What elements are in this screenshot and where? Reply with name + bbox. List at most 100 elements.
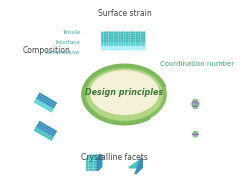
Circle shape — [98, 163, 99, 164]
Circle shape — [141, 167, 142, 168]
Circle shape — [42, 98, 43, 99]
Circle shape — [114, 34, 115, 35]
Circle shape — [97, 164, 98, 165]
Circle shape — [97, 161, 98, 163]
Circle shape — [109, 32, 110, 33]
Circle shape — [39, 103, 40, 105]
Circle shape — [119, 34, 120, 35]
Circle shape — [143, 42, 145, 44]
Circle shape — [97, 161, 98, 163]
Circle shape — [86, 158, 88, 160]
Circle shape — [195, 105, 196, 107]
Circle shape — [129, 32, 130, 33]
Circle shape — [143, 44, 145, 46]
Circle shape — [138, 160, 140, 162]
Circle shape — [112, 38, 113, 40]
Circle shape — [122, 40, 123, 42]
Circle shape — [44, 132, 45, 133]
Circle shape — [126, 32, 127, 33]
Circle shape — [112, 46, 113, 48]
Circle shape — [53, 106, 54, 108]
Ellipse shape — [83, 65, 166, 124]
Circle shape — [48, 106, 49, 107]
Circle shape — [48, 134, 49, 136]
Circle shape — [91, 157, 92, 158]
Circle shape — [143, 34, 145, 35]
Circle shape — [192, 133, 194, 135]
Circle shape — [49, 104, 50, 105]
Circle shape — [129, 38, 130, 40]
Circle shape — [109, 40, 110, 42]
Circle shape — [129, 40, 130, 42]
Circle shape — [195, 133, 196, 135]
Circle shape — [94, 166, 96, 168]
Circle shape — [136, 32, 137, 33]
Circle shape — [39, 98, 40, 100]
Circle shape — [136, 165, 138, 167]
Circle shape — [136, 49, 137, 50]
Circle shape — [131, 32, 132, 33]
Circle shape — [124, 32, 125, 33]
Circle shape — [86, 166, 88, 168]
Circle shape — [138, 164, 140, 166]
Circle shape — [196, 135, 197, 137]
Circle shape — [194, 107, 195, 108]
Circle shape — [138, 169, 140, 170]
Circle shape — [109, 49, 110, 50]
Circle shape — [109, 44, 110, 46]
Circle shape — [46, 133, 47, 135]
Circle shape — [131, 36, 132, 37]
Circle shape — [124, 42, 125, 44]
Circle shape — [126, 49, 127, 50]
Circle shape — [141, 165, 142, 167]
Circle shape — [89, 169, 91, 170]
Circle shape — [97, 169, 98, 170]
Circle shape — [97, 158, 98, 160]
Circle shape — [53, 135, 54, 136]
Circle shape — [141, 163, 142, 165]
Circle shape — [122, 36, 123, 37]
Circle shape — [97, 158, 98, 160]
Circle shape — [38, 129, 39, 130]
Circle shape — [51, 105, 52, 107]
Circle shape — [38, 124, 39, 125]
Circle shape — [134, 163, 135, 165]
Circle shape — [197, 101, 198, 103]
Circle shape — [89, 156, 91, 157]
Circle shape — [134, 42, 135, 44]
Circle shape — [134, 36, 135, 37]
Circle shape — [99, 167, 100, 169]
Circle shape — [109, 42, 110, 44]
Circle shape — [44, 127, 45, 128]
Circle shape — [41, 100, 42, 101]
Circle shape — [50, 102, 51, 103]
Circle shape — [100, 163, 101, 165]
Circle shape — [94, 158, 96, 160]
Circle shape — [119, 44, 120, 46]
Ellipse shape — [87, 69, 162, 120]
Circle shape — [43, 101, 44, 102]
Circle shape — [100, 160, 102, 162]
Circle shape — [140, 166, 141, 168]
Circle shape — [117, 49, 118, 50]
Circle shape — [134, 40, 135, 42]
Circle shape — [122, 49, 123, 50]
Circle shape — [131, 40, 132, 42]
Circle shape — [119, 40, 120, 42]
Circle shape — [107, 38, 108, 40]
Circle shape — [139, 46, 140, 48]
Circle shape — [49, 127, 50, 129]
Circle shape — [112, 32, 113, 33]
Circle shape — [102, 49, 103, 50]
Circle shape — [134, 44, 135, 46]
Circle shape — [94, 158, 96, 160]
Circle shape — [38, 95, 39, 97]
Circle shape — [53, 130, 54, 131]
Circle shape — [100, 165, 102, 167]
Circle shape — [131, 34, 132, 35]
Circle shape — [136, 42, 137, 44]
Circle shape — [122, 32, 123, 33]
Circle shape — [87, 158, 89, 159]
Circle shape — [112, 44, 113, 46]
Circle shape — [132, 165, 133, 167]
